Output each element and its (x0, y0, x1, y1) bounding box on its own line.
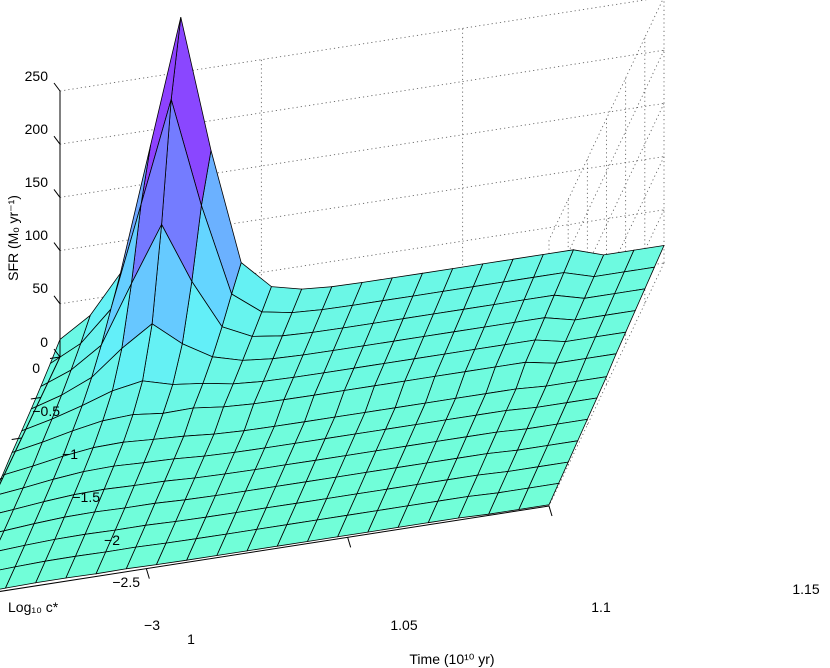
y-tick-label: −3 (144, 617, 160, 633)
z-tick-label: 0 (40, 334, 48, 350)
axes (0, 82, 553, 592)
z-tick (53, 82, 61, 92)
y-tick-label: −1 (62, 446, 78, 462)
x-axis-line (0, 505, 550, 592)
z-tick (53, 348, 61, 358)
side-wall-gridline (548, 50, 665, 294)
z-tick (53, 189, 61, 198)
y-tick-label: −0.5 (32, 403, 60, 419)
y-tick-label: −1.5 (72, 489, 100, 505)
back-wall-gridline (59, 0, 648, 92)
x-tick-label: 1.1 (591, 599, 611, 615)
x-tick (145, 568, 150, 579)
y-tick-label: 0 (32, 360, 40, 376)
z-tick (53, 135, 61, 145)
y-tick (49, 356, 61, 359)
x-tick-label: 1 (187, 631, 195, 647)
z-tick (53, 295, 61, 305)
z-tick-label: 250 (25, 68, 49, 84)
side-wall-gridline (548, 0, 664, 241)
surface-patch (0, 530, 5, 541)
y-tick-label: −2.5 (112, 574, 140, 590)
y-tick (11, 437, 22, 440)
y-tick-label: −2 (104, 532, 120, 548)
z-axis-label: SFR (Mₒ yr⁻¹) (5, 195, 21, 281)
y-tick (30, 397, 41, 400)
surface-mesh (0, 17, 665, 590)
x-axis-label: Time (10¹⁰ yr) (409, 651, 494, 667)
y-axis-label: Log₁₀ c* (8, 599, 59, 615)
back-wall-gridline (59, 49, 665, 145)
surface-patch (0, 566, 16, 590)
z-tick-label: 50 (32, 280, 48, 296)
z-tick (53, 242, 61, 251)
x-tick (548, 505, 553, 517)
x-tick-label: 1.15 (792, 581, 819, 597)
x-tick (347, 537, 352, 548)
z-tick-label: 150 (25, 174, 49, 190)
z-tick-label: 100 (25, 227, 49, 243)
x-tick-label: 1.05 (390, 617, 417, 633)
y-tick (0, 478, 3, 480)
z-tick-label: 200 (25, 121, 49, 137)
